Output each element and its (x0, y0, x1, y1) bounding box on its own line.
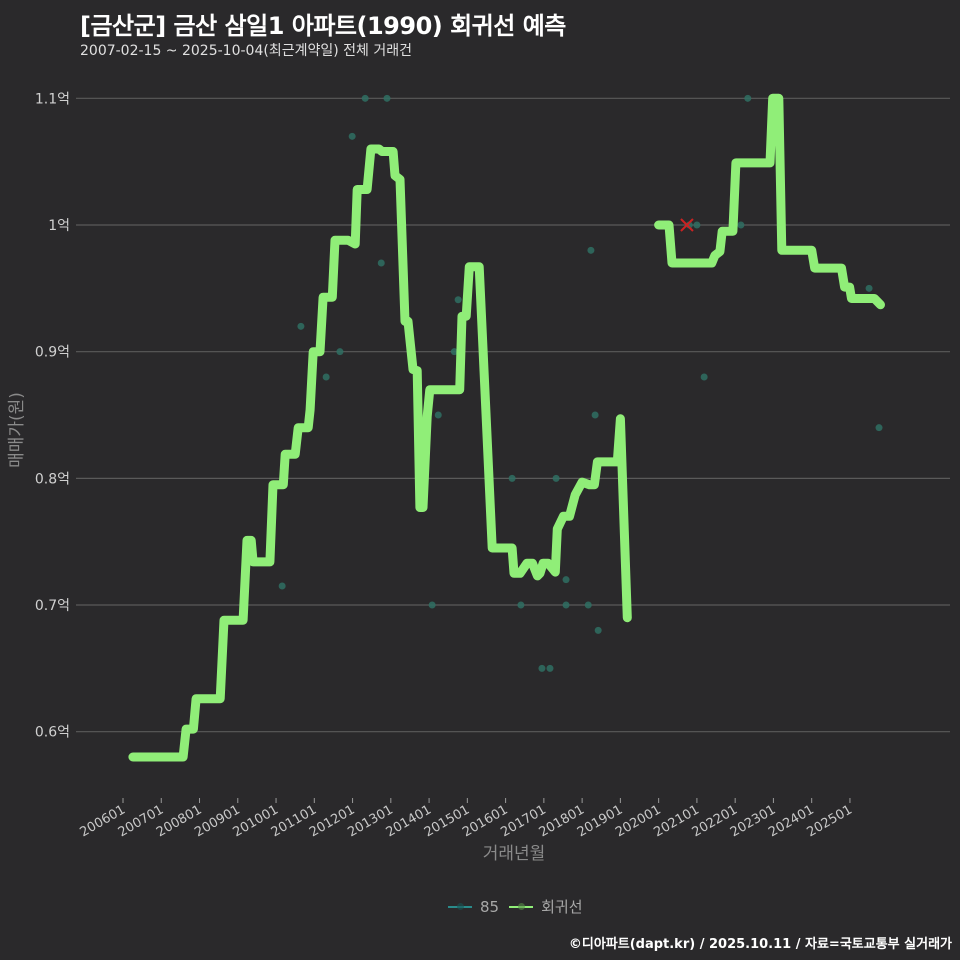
scatter-point (454, 296, 462, 304)
scatter-point (546, 664, 554, 672)
highlight-x-marker (680, 218, 694, 232)
y-tick-label: 0.6억 (35, 725, 70, 741)
legend-item-regression: 회귀선 (509, 896, 583, 917)
scatter-point (428, 601, 436, 609)
y-gridlines (76, 97, 950, 733)
scatter-point (322, 373, 330, 381)
legend: 85 회귀선 (448, 896, 583, 917)
source-credit: ©디아파트(dapt.kr) / 2025.10.11 / 자료=국토교통부 실… (568, 937, 952, 952)
scatter-point (450, 348, 458, 356)
scatter-point (700, 373, 708, 381)
scatter-point (538, 664, 546, 672)
scatter-point (377, 259, 385, 267)
y-axis-title: 매매가(원) (7, 392, 27, 468)
y-tick-label: 0.7억 (35, 598, 70, 614)
scatter-point (552, 474, 560, 482)
scatter-point (594, 626, 602, 634)
scatter-point (587, 246, 595, 254)
scatter-point (875, 424, 883, 432)
scatter-point (737, 221, 745, 229)
scatter-point (584, 601, 592, 609)
legend-label-regression: 회귀선 (541, 898, 583, 916)
scatter-point (508, 474, 516, 482)
scatter-point (336, 348, 344, 356)
scatter-point (278, 582, 286, 590)
chart-title: [금산군] 금산 삼일1 아파트(1990) 회귀선 예측 (80, 12, 566, 40)
scatter-point (744, 94, 752, 102)
scatter-point (383, 94, 391, 102)
y-tick-label: 1.1억 (35, 91, 70, 107)
scatter-series-85 (278, 94, 883, 672)
legend-key-regression-icon (509, 905, 534, 908)
regression-line (128, 93, 885, 762)
legend-key-85-icon (448, 905, 472, 908)
scatter-point (562, 576, 570, 584)
scatter-point (591, 411, 599, 419)
y-axis-ticks: 0.6억 0.7억 0.8억 0.9억 1억 1.1억 (35, 91, 70, 740)
scatter-point (361, 94, 369, 102)
y-tick-label: 1억 (48, 218, 70, 234)
scatter-point (517, 601, 525, 609)
x-axis-title: 거래년월 (483, 844, 546, 864)
legend-label-85: 85 (480, 897, 500, 916)
scatter-point (297, 322, 305, 330)
scatter-point (693, 221, 701, 229)
scatter-point (434, 411, 442, 419)
chart-subtitle: 2007-02-15 ~ 2025-10-04(최근계약일) 전체 거래건 (80, 43, 412, 59)
legend-item-85: 85 (448, 898, 499, 916)
scatter-point (865, 284, 873, 292)
x-axis-ticks: 2006012007012008012009012010012011012012… (78, 798, 855, 840)
regression-line-segment (654, 93, 885, 310)
scatter-point (348, 132, 356, 140)
x-marker-icon (680, 218, 694, 232)
regression-line-segment (128, 144, 632, 762)
y-tick-label: 0.9억 (35, 345, 70, 361)
y-tick-label: 0.8억 (35, 471, 70, 487)
scatter-point (562, 601, 570, 609)
